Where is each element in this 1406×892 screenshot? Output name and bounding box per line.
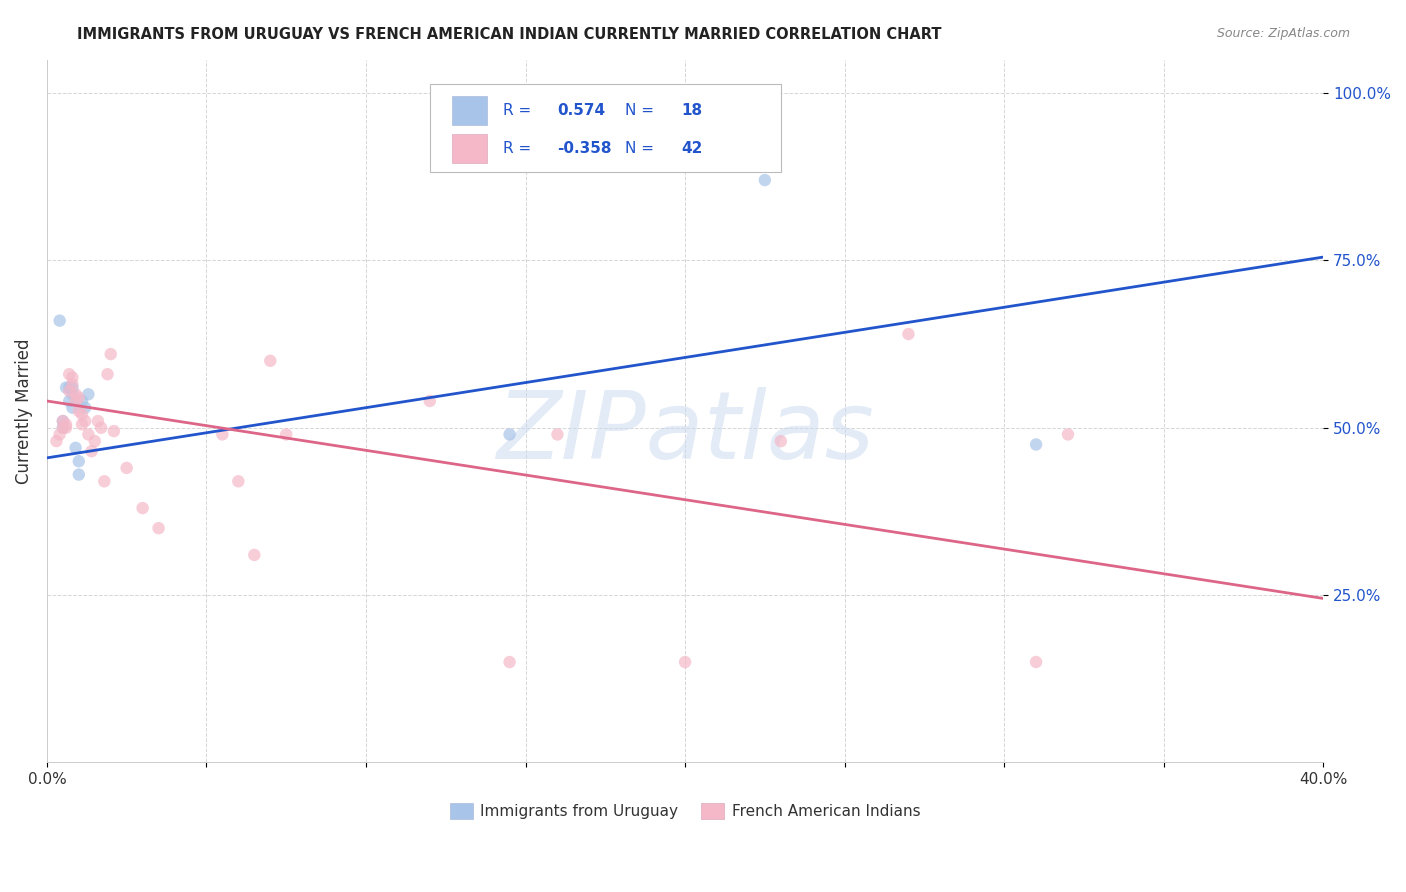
Point [419, 394, 441, 409]
Point [70, 394, 93, 409]
Point [45, 434, 67, 449]
Point [100, 347, 122, 361]
Point [897, 326, 920, 341]
Point [96, 368, 118, 382]
Text: N =: N = [626, 141, 659, 156]
Point [58, 384, 80, 398]
Text: 0.574: 0.574 [557, 103, 606, 118]
Point [55, 421, 77, 435]
Text: 42: 42 [682, 141, 703, 156]
Point [62, 387, 84, 401]
Point [498, 655, 520, 669]
Point [75, 401, 97, 415]
Point [62, 401, 84, 415]
Point [498, 427, 520, 442]
Point [93, 475, 115, 489]
Point [276, 427, 298, 442]
Text: N =: N = [626, 103, 659, 118]
Point [546, 427, 568, 442]
Point [228, 475, 250, 489]
Point [52, 414, 75, 428]
Text: 18: 18 [682, 103, 703, 118]
Point [103, 424, 125, 438]
Point [55, 381, 77, 395]
Point [1025, 437, 1047, 451]
Point [77, 387, 100, 401]
Text: -0.358: -0.358 [557, 141, 612, 156]
Point [243, 548, 266, 562]
Point [65, 441, 87, 455]
Point [52, 421, 75, 435]
Legend: Immigrants from Uruguay, French American Indians: Immigrants from Uruguay, French American… [444, 797, 927, 825]
Point [259, 354, 281, 368]
Point [211, 427, 233, 442]
Text: ZIPatlas: ZIPatlas [496, 386, 875, 477]
Bar [451, 95, 488, 125]
Point [1025, 655, 1047, 669]
Bar [451, 134, 488, 163]
Point [673, 655, 696, 669]
Point [83, 434, 105, 449]
Point [62, 381, 84, 395]
Point [55, 417, 77, 432]
Y-axis label: Currently Married: Currently Married [15, 338, 32, 483]
Point [58, 368, 80, 382]
Point [58, 381, 80, 395]
Point [1057, 427, 1080, 442]
Point [67, 391, 90, 405]
Point [80, 444, 103, 458]
Point [70, 408, 93, 422]
Point [77, 427, 100, 442]
Text: R =: R = [502, 141, 536, 156]
Point [58, 394, 80, 409]
Point [52, 414, 75, 428]
Point [75, 414, 97, 428]
Text: IMMIGRANTS FROM URUGUAY VS FRENCH AMERICAN INDIAN CURRENTLY MARRIED CORRELATION : IMMIGRANTS FROM URUGUAY VS FRENCH AMERIC… [77, 27, 942, 42]
Point [62, 377, 84, 392]
Point [48, 427, 70, 442]
Point [67, 404, 90, 418]
Point [67, 467, 90, 482]
Point [52, 421, 75, 435]
Point [131, 501, 153, 516]
Point [70, 417, 93, 432]
Point [48, 313, 70, 327]
Point [754, 173, 776, 187]
Point [87, 414, 110, 428]
FancyBboxPatch shape [430, 84, 780, 172]
Point [115, 461, 138, 475]
Point [769, 434, 792, 449]
Text: R =: R = [502, 103, 536, 118]
Point [67, 454, 90, 468]
Point [148, 521, 170, 535]
Text: Source: ZipAtlas.com: Source: ZipAtlas.com [1216, 27, 1350, 40]
Point [65, 394, 87, 409]
Point [65, 387, 87, 401]
Point [62, 370, 84, 384]
Point [90, 421, 112, 435]
